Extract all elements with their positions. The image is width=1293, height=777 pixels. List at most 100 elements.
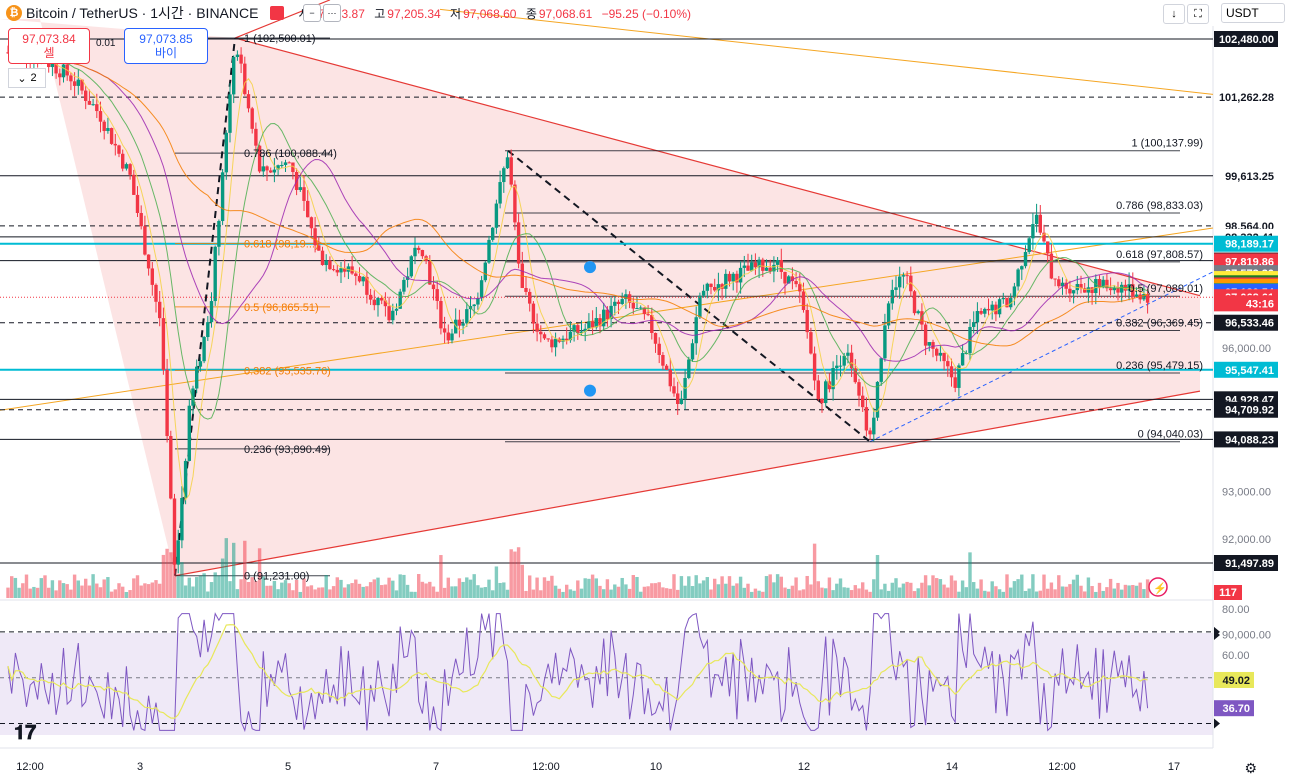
triangle-lower-line [174,390,1201,577]
volume-bar [768,574,772,598]
candle-body [868,430,872,435]
candle-body [1131,284,1135,297]
volume-bar [202,573,206,598]
volume-bar [827,577,832,598]
candle-body [98,111,103,122]
price-label: 43:16 [1246,298,1274,310]
volume-bar [775,574,780,598]
candle-body [102,121,106,132]
price-axis-tick: 93,000.00 [1222,486,1271,498]
volume-bar [798,590,802,598]
volume-bar [661,587,665,598]
candle-body [794,281,798,285]
volume-bar [838,578,843,598]
volume-bar [206,591,210,598]
btc-icon: ₿ [6,5,22,21]
candle-body [387,306,391,321]
volume-bar [102,579,106,598]
sell-button[interactable]: 97,073.84 셀 [8,28,90,64]
volume-bar [372,579,376,598]
volume-bar [642,586,647,598]
candle-body [246,94,251,109]
candle-body [938,352,943,356]
symbol-title[interactable]: Bitcoin / TetherUS · 1시간 · BINANCE [26,5,259,21]
volume-bar [54,590,58,598]
currency-select[interactable]: USDT [1221,3,1285,23]
candle-body [713,287,717,291]
price-label: 98,189.17 [1225,239,1274,251]
volume-bar [35,587,40,598]
candle-body [398,291,402,309]
currency-label: USDT [1226,6,1259,20]
candle-body [986,308,991,311]
volume-bar [91,574,95,598]
volume-bar [624,584,628,598]
spread-value: 0.01 [96,38,116,49]
volume-bar [1097,582,1102,598]
volume-bar [72,574,77,598]
volume-bar [1079,585,1083,598]
volume-bar [609,589,613,598]
more-button[interactable]: ⋯ [323,4,341,22]
high-label: 고 [374,6,386,21]
indicators-collapse-button[interactable]: ⌄ 2 [8,68,46,88]
candle-body [409,256,413,277]
volume-bar [787,588,791,598]
candle-body [461,323,465,326]
candle-body [990,304,994,311]
volume-bar [1120,589,1124,598]
indicator-count: 2 [30,72,37,84]
candle-body [890,289,894,304]
volume-bar [106,577,110,598]
volume-bar [376,577,380,598]
price-label-box [1214,295,1278,312]
candle-body [446,332,450,341]
time-axis-tick: 5 [285,761,291,773]
volume-bar [668,588,672,598]
fullscreen-icon[interactable]: ⛶ [1187,4,1209,24]
candle-body [886,303,891,326]
volume-bar [1101,590,1105,598]
hide-button[interactable]: − [303,4,321,22]
candle-body [598,318,602,327]
volume-bar [476,585,480,598]
candle-body [394,308,399,311]
candle-body [746,265,750,271]
volume-bar [912,591,917,598]
candle-body [317,245,321,251]
candle-body [790,276,795,282]
candle-body [265,166,269,171]
candle-body [650,314,654,333]
candle-body [1142,294,1146,300]
price-label-box [1214,235,1278,252]
candle-body [779,260,783,272]
volume-bar [195,577,199,598]
flag-icon[interactable] [270,6,285,20]
volume-bar [335,577,339,598]
buy-button[interactable]: 97,073.85 바이 [124,28,208,64]
time-axis-tick: 12 [798,761,810,773]
candle-body [479,280,484,299]
candle-body [313,228,317,246]
download-icon[interactable]: ↓ [1163,4,1185,24]
volume-bar [1049,582,1054,598]
candle-body [239,54,243,64]
volume-bar [1005,574,1009,598]
gear-icon[interactable]: ⚙ [1244,760,1257,776]
volume-bar [313,589,317,598]
volume-bar [531,589,536,598]
candle-body [846,352,850,356]
volume-bar [524,590,528,598]
candle-body [524,287,528,292]
volume-bar [450,586,454,598]
candle-body [953,377,957,388]
volume-bar [513,551,517,598]
volume-bar [58,580,62,598]
volume-bar [872,579,876,598]
volume-bar [402,574,406,598]
candle-body [1105,279,1109,289]
fib-label-left: 1 (102,500.01) [244,33,316,45]
volume-bar [990,581,994,598]
volume-bar [979,579,983,598]
